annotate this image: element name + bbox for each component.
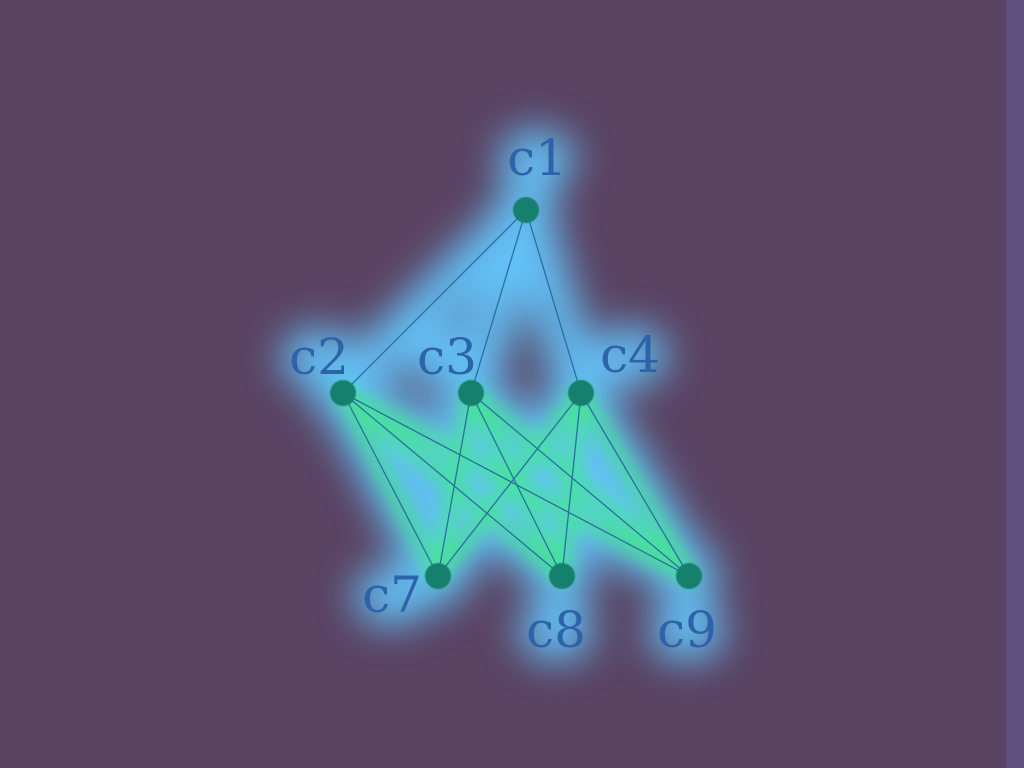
edge-c1-c2 xyxy=(342,209,527,394)
node-c9 xyxy=(676,563,702,589)
node-c8 xyxy=(549,563,575,589)
edge-c3-c7 xyxy=(437,392,472,577)
label-group: c1 c2 c3 c4 c7 c8 c9 xyxy=(289,129,717,659)
edge-group xyxy=(342,209,690,577)
node-c2 xyxy=(330,380,356,406)
node-group xyxy=(330,197,702,589)
edge-c3-c8 xyxy=(470,392,563,577)
edge-c1-c4 xyxy=(525,209,582,394)
edge-c4-c9 xyxy=(580,392,690,577)
edge-c2-c8 xyxy=(342,392,563,577)
edge-c4-c7 xyxy=(437,392,582,577)
edge-c2-c7 xyxy=(342,392,439,577)
node-label-c9: c9 xyxy=(657,601,717,659)
edge-c4-c8 xyxy=(561,392,582,577)
node-label-c8: c8 xyxy=(526,601,586,659)
node-c3 xyxy=(458,380,484,406)
node-label-c4: c4 xyxy=(600,326,660,384)
edge-c3-c9 xyxy=(470,392,690,577)
node-c7 xyxy=(425,563,451,589)
node-label-c1: c1 xyxy=(507,129,567,187)
node-c4 xyxy=(568,380,594,406)
right-edge-strip xyxy=(1006,0,1024,768)
node-label-c7: c7 xyxy=(362,566,422,624)
node-label-c3: c3 xyxy=(417,328,477,386)
edge-c1-c3 xyxy=(470,209,527,394)
node-c1 xyxy=(513,197,539,223)
node-label-c2: c2 xyxy=(289,328,349,386)
